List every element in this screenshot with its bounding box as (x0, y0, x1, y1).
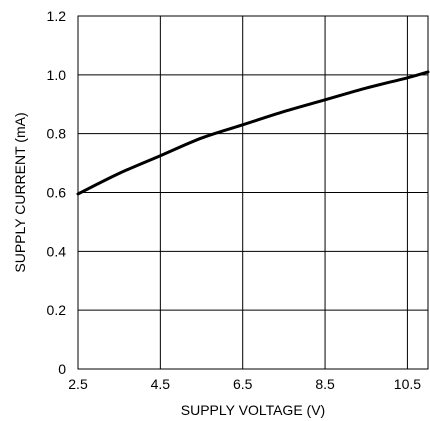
x-tick-label: 8.5 (315, 376, 335, 392)
x-tick-label: 2.5 (68, 376, 88, 392)
x-tick-label: 10.5 (394, 376, 421, 392)
y-tick-label: 0.8 (47, 126, 67, 142)
y-axis-label: SUPPLY CURRENT (mA) (12, 112, 28, 272)
x-tick-label: 4.5 (151, 376, 171, 392)
y-tick-labels: 0 0.2 0.4 0.6 0.8 1.0 1.2 (47, 8, 67, 377)
x-tick-labels: 2.5 4.5 6.5 8.5 10.5 (68, 376, 421, 392)
x-axis-label: SUPPLY VOLTAGE (V) (181, 402, 325, 418)
y-tick-label: 0.6 (47, 185, 67, 201)
y-tick-label: 1.2 (47, 8, 67, 24)
grid-lines (78, 16, 428, 369)
y-tick-label: 0.4 (47, 243, 67, 259)
y-tick-label: 0.2 (47, 302, 67, 318)
y-tick-label: 0 (58, 361, 66, 377)
series-line (76, 70, 430, 196)
x-tick-label: 6.5 (233, 376, 253, 392)
y-tick-label: 1.0 (47, 67, 67, 83)
